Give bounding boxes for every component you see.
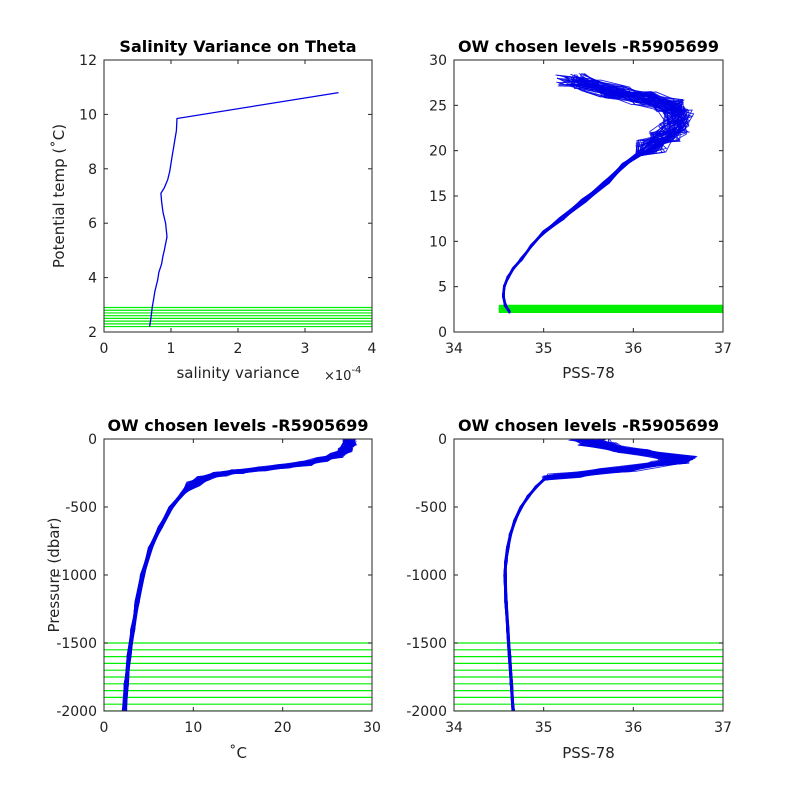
x-axis-label: PSS-78 bbox=[562, 744, 615, 762]
y-tick-label: 0 bbox=[438, 432, 447, 448]
profile-line bbox=[503, 83, 681, 313]
x-tick-label: 2 bbox=[234, 341, 243, 357]
axes-box bbox=[103, 59, 373, 333]
profile-line bbox=[504, 439, 689, 711]
y-tick-label: 20 bbox=[429, 144, 447, 160]
plot-area bbox=[498, 72, 723, 314]
y-tick-label: -2000 bbox=[406, 704, 447, 720]
y-tick-label: -500 bbox=[65, 500, 97, 516]
x-multiplier: ×10-4 bbox=[324, 365, 361, 384]
panel-p4: 34 35 36 37 -2000 -1500 -1000 -500 0 OW chosen le… bbox=[406, 416, 732, 762]
x-tick-label: 36 bbox=[624, 341, 642, 357]
x-tick-label: 37 bbox=[714, 341, 732, 357]
profile-line bbox=[502, 83, 683, 312]
y-tick-label: -2000 bbox=[56, 704, 97, 720]
y-tick-label: 25 bbox=[429, 98, 447, 114]
profile-line bbox=[502, 77, 691, 314]
chart-title: OW chosen levels -R5905699 bbox=[458, 37, 719, 56]
panel-p2: 34 35 36 37 0 5 10 15 20 25 30 OW chosen levels -R5… bbox=[429, 37, 732, 382]
y-tick-label: -1500 bbox=[406, 636, 447, 652]
profile-line bbox=[123, 439, 356, 711]
x-tick-label: 0 bbox=[100, 720, 109, 736]
profile-line bbox=[502, 81, 686, 313]
y-tick-label: 4 bbox=[88, 271, 97, 287]
y-tick-label: 8 bbox=[88, 162, 97, 178]
profile-line bbox=[125, 439, 357, 711]
profile-line bbox=[503, 80, 685, 313]
plot-area bbox=[104, 439, 372, 711]
profile-line bbox=[503, 76, 671, 312]
x-axis-label: ˚C bbox=[229, 744, 247, 762]
profile-line bbox=[502, 84, 689, 314]
y-tick-label: 30 bbox=[429, 53, 447, 69]
x-axis-label: salinity variance bbox=[176, 364, 299, 382]
y-axis-label: Pressure (dbar) bbox=[45, 518, 63, 633]
profile-line bbox=[505, 439, 693, 711]
profile-line bbox=[122, 440, 351, 711]
profile-line bbox=[503, 79, 686, 313]
y-tick-label: -1000 bbox=[406, 568, 447, 584]
y-tick-label: 5 bbox=[438, 280, 447, 296]
profile-line bbox=[126, 439, 356, 711]
profile-line bbox=[502, 80, 691, 314]
profile-line bbox=[503, 84, 684, 312]
profile-line bbox=[123, 439, 353, 711]
x-tick-label: 10 bbox=[184, 720, 202, 736]
y-tick-label: 10 bbox=[429, 234, 447, 250]
profile-line bbox=[502, 76, 670, 314]
profile-line bbox=[124, 439, 352, 711]
profile-line bbox=[123, 439, 351, 711]
profile-line bbox=[503, 439, 680, 711]
x-tick-label: 4 bbox=[368, 341, 377, 357]
y-axis-label: Potential temp (˚C) bbox=[50, 124, 68, 268]
profile-line bbox=[503, 76, 690, 314]
x-tick-label: 36 bbox=[624, 720, 642, 736]
profile-line bbox=[125, 439, 353, 711]
y-tick-label: 2 bbox=[88, 325, 97, 341]
profile-line bbox=[503, 85, 688, 313]
y-tick-label: 10 bbox=[79, 107, 97, 123]
chart-title: Salinity Variance on Theta bbox=[119, 37, 356, 56]
y-tick-label: 0 bbox=[88, 432, 97, 448]
profile-line bbox=[503, 84, 685, 314]
x-tick-label: 34 bbox=[445, 720, 463, 736]
y-tick-label: 15 bbox=[429, 189, 447, 205]
y-tick-label: -1500 bbox=[56, 636, 97, 652]
x-tick-label: 37 bbox=[714, 720, 732, 736]
profile-line bbox=[503, 84, 685, 311]
variance-line bbox=[148, 91, 339, 327]
plot-area bbox=[454, 439, 723, 711]
panel-p3: 0 10 20 30 -2000 -1500 -1000 -500 0 OW chosen lev… bbox=[45, 416, 381, 762]
y-tick-label: -500 bbox=[415, 500, 447, 516]
profile-line bbox=[504, 440, 680, 711]
y-tick-label: 0 bbox=[438, 325, 447, 341]
x-tick-label: 35 bbox=[535, 720, 553, 736]
profile-line bbox=[124, 440, 357, 711]
profile-line bbox=[501, 82, 684, 313]
profile-line bbox=[503, 79, 688, 312]
profile-line bbox=[503, 83, 681, 313]
x-axis-label: PSS-78 bbox=[562, 364, 615, 382]
x-tick-label: 3 bbox=[301, 341, 310, 357]
y-tick-label: 6 bbox=[88, 216, 97, 232]
y-tick-label: -1000 bbox=[56, 568, 97, 584]
profile-line bbox=[503, 439, 683, 711]
y-tick-label: 12 bbox=[79, 53, 97, 69]
chart-title: OW chosen levels -R5905699 bbox=[458, 416, 719, 435]
x-tick-label: 20 bbox=[274, 720, 292, 736]
x-tick-label: 35 bbox=[535, 341, 553, 357]
profile-line bbox=[123, 439, 345, 711]
x-tick-label: 30 bbox=[363, 720, 381, 736]
chart-title: OW chosen levels -R5905699 bbox=[107, 416, 368, 435]
profile-line bbox=[502, 84, 690, 314]
x-tick-label: 0 bbox=[100, 341, 109, 357]
plot-area bbox=[104, 91, 372, 328]
profile-line bbox=[503, 73, 667, 313]
x-tick-label: 1 bbox=[167, 341, 176, 357]
x-tick-label: 34 bbox=[445, 341, 463, 357]
